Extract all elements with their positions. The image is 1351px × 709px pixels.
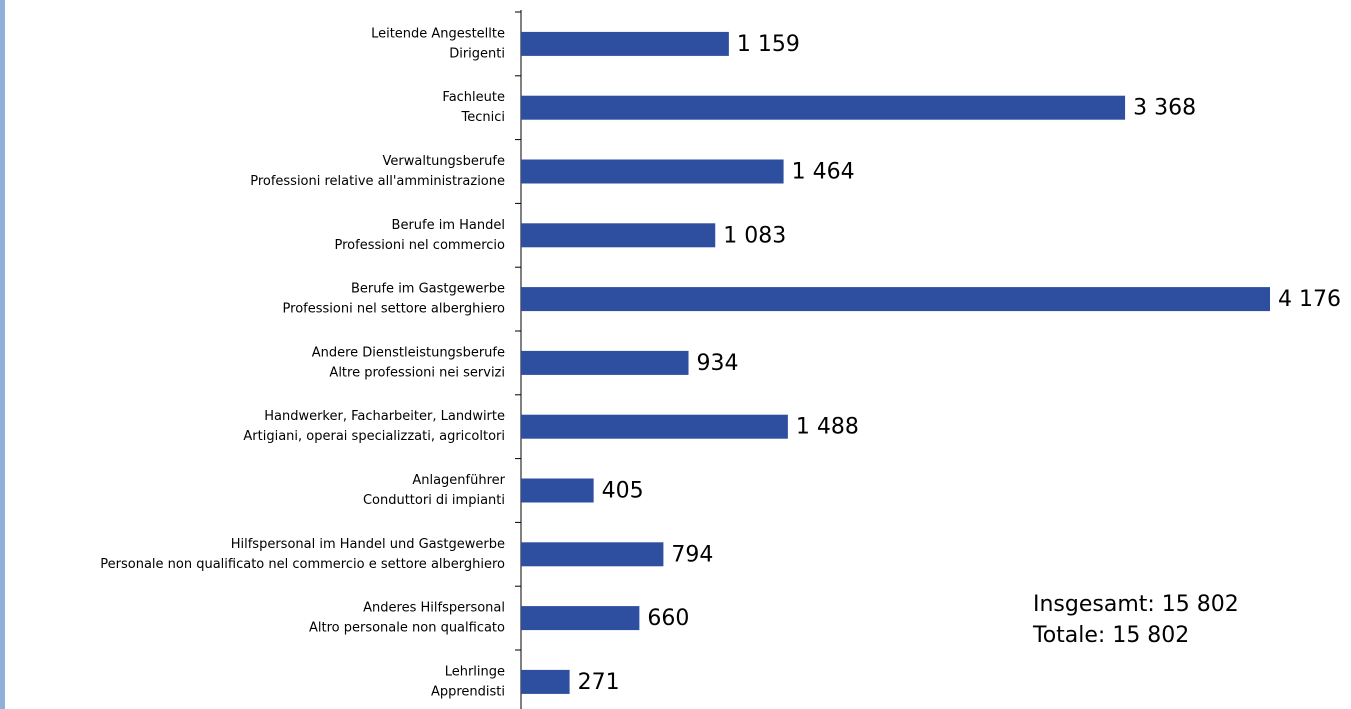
value-label: 4 176 xyxy=(1278,287,1341,312)
category-label: Berufe im Handel xyxy=(392,218,505,233)
category-label: Apprendisti xyxy=(431,684,505,699)
value-label: 1 488 xyxy=(796,415,859,440)
bar xyxy=(521,669,570,694)
value-label: 660 xyxy=(647,606,689,631)
bar xyxy=(521,287,1270,312)
value-label: 271 xyxy=(578,670,620,695)
category-label: Berufe im Gastgewerbe xyxy=(351,282,505,297)
bar xyxy=(521,542,664,567)
bar xyxy=(521,95,1126,120)
value-label: 3 368 xyxy=(1133,96,1196,121)
category-label: Handwerker, Facharbeiter, Landwirte xyxy=(264,409,505,424)
left-border xyxy=(0,0,5,709)
value-label: 1 464 xyxy=(792,160,855,185)
bar xyxy=(521,606,640,631)
category-label: Anlagenführer xyxy=(412,473,505,488)
value-label: 405 xyxy=(602,479,644,504)
value-label: 1 159 xyxy=(737,32,800,57)
bar xyxy=(521,31,729,56)
annotation: Insgesamt: 15 802 xyxy=(1033,592,1239,617)
category-label: Professioni relative all'amministrazione xyxy=(250,174,505,189)
annotation: Totale: 15 802 xyxy=(1032,623,1189,648)
category-label: Anderes Hilfspersonal xyxy=(363,601,505,616)
category-label: Altre professioni nei servizi xyxy=(329,365,505,380)
bar xyxy=(521,414,788,439)
value-label: 1 083 xyxy=(723,223,786,248)
bar xyxy=(521,478,594,503)
category-label: Andere Dienstleistungsberufe xyxy=(312,345,505,360)
category-label: Personale non qualificato nel commercio … xyxy=(100,557,505,572)
bar xyxy=(521,223,716,248)
value-label: 934 xyxy=(697,351,739,376)
category-label: Lehrlinge xyxy=(445,664,505,679)
value-label: 794 xyxy=(671,542,713,567)
category-label: Leitende Angestellte xyxy=(371,26,505,41)
category-label: Dirigenti xyxy=(449,46,505,61)
category-label: Professioni nel commercio xyxy=(335,238,506,253)
category-label: Fachleute xyxy=(442,90,505,105)
category-label: Tecnici xyxy=(461,110,506,125)
category-label: Hilfspersonal im Handel und Gastgewerbe xyxy=(231,537,505,552)
category-label: Altro personale non qualficato xyxy=(309,621,505,636)
bar xyxy=(521,159,784,184)
category-label: Conduttori di impianti xyxy=(363,493,505,508)
category-label: Professioni nel settore alberghiero xyxy=(283,302,505,317)
bar xyxy=(521,350,689,375)
category-label: Verwaltungsberufe xyxy=(383,154,505,169)
category-label: Artigiani, operai specializzati, agricol… xyxy=(243,429,505,444)
